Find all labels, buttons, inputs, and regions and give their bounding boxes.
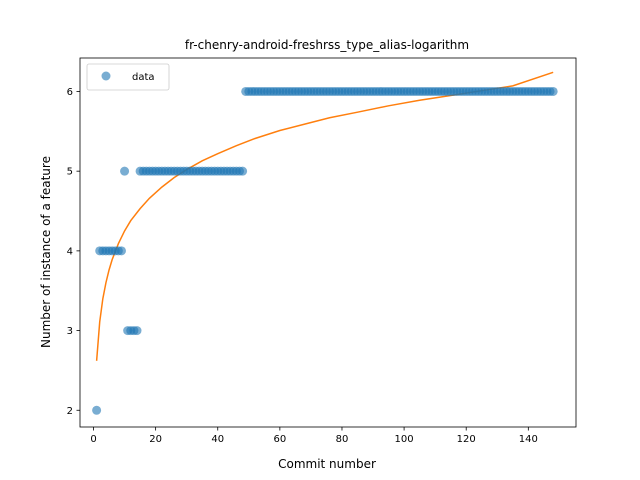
- x-tick-label-20: 20: [149, 434, 162, 445]
- data-point: [120, 166, 130, 176]
- x-tick-label-40: 40: [211, 434, 224, 445]
- plot-area: [80, 58, 576, 427]
- fit-layer: [95, 71, 554, 361]
- data-point: [92, 405, 102, 415]
- plot-frame: [79, 57, 577, 428]
- chart-title: fr-chenry-android-freshrss_type_alias-lo…: [185, 38, 469, 52]
- y-axis-ticks: 2 3 4 5 6: [67, 87, 80, 417]
- legend-marker-data: [101, 71, 111, 81]
- y-tick-label-4: 4: [67, 246, 73, 257]
- y-tick-label-6: 6: [67, 87, 73, 98]
- x-tick-label-80: 80: [336, 434, 349, 445]
- points-layer: [92, 86, 558, 415]
- y-axis-label: Number of instance of a feature: [39, 156, 53, 348]
- y-tick-label-2: 2: [67, 406, 73, 417]
- x-tick-label-0: 0: [90, 434, 96, 445]
- x-tick-label-100: 100: [395, 434, 414, 445]
- legend: data: [86, 63, 170, 91]
- data-point: [238, 166, 248, 176]
- x-tick-label-120: 120: [457, 434, 476, 445]
- x-tick-label-140: 140: [519, 434, 538, 445]
- x-tick-label-60: 60: [273, 434, 286, 445]
- data-point: [132, 326, 142, 336]
- data-point: [548, 86, 558, 96]
- fit-line: [95, 71, 554, 361]
- y-tick-label-5: 5: [67, 167, 73, 178]
- legend-label-data: data: [132, 72, 155, 83]
- y-tick-label-3: 3: [67, 326, 73, 337]
- data-point: [116, 246, 126, 256]
- x-axis-ticks: 0 20 40 60 80 100 120 140: [90, 427, 538, 445]
- legend-box: [86, 63, 170, 91]
- x-axis-label: Commit number: [278, 457, 376, 471]
